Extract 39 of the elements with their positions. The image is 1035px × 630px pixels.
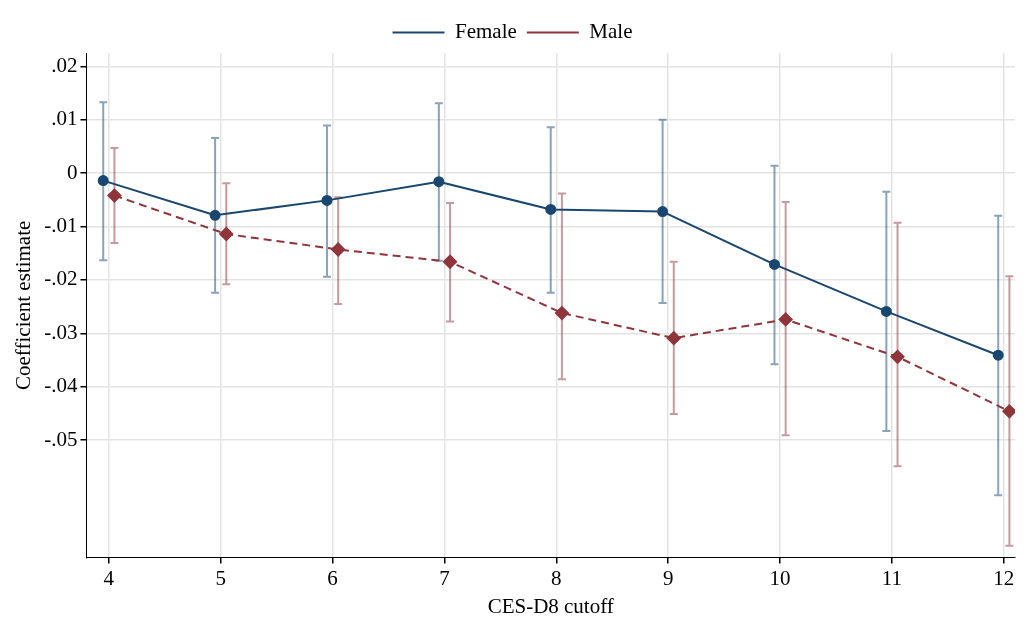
x-tick-label: 7 [439,565,450,590]
y-tick-label: -.03 [44,319,78,344]
x-tick-label: 11 [881,565,903,590]
x-tick-label: 12 [993,565,1015,590]
y-tick-label: .02 [51,52,78,77]
point [890,349,905,364]
legend-label: Male [589,19,633,44]
y-tick-label: -.02 [44,266,78,291]
x-axis-title: CES-D8 cutoff [487,593,614,618]
y-tick-label: -.01 [44,213,78,238]
point [768,258,780,270]
legend-label: Female [455,19,517,44]
point [443,254,458,269]
point [554,306,569,321]
point [331,242,346,257]
point [778,312,793,327]
x-tick-label: 10 [769,565,791,590]
point [433,176,445,188]
y-tick-label: 0 [66,159,78,184]
point [657,206,669,218]
point [97,175,109,187]
x-tick-label: 6 [327,565,338,590]
point [107,188,122,203]
x-tick-label: 4 [103,565,115,590]
x-tick-label: 5 [215,565,226,590]
y-tick-label: .01 [51,106,78,131]
y-tick-label: -.04 [44,373,78,398]
x-tick-label: 8 [551,565,562,590]
y-tick-label: -.05 [44,426,78,451]
point [219,227,234,242]
point [321,194,333,206]
point [209,209,221,221]
point [880,305,892,317]
point [992,349,1004,361]
y-axis-title: Coefficient estimate [11,220,36,390]
x-tick-label: 9 [662,565,674,590]
point [1002,404,1015,419]
point [666,331,681,346]
point [545,203,557,215]
